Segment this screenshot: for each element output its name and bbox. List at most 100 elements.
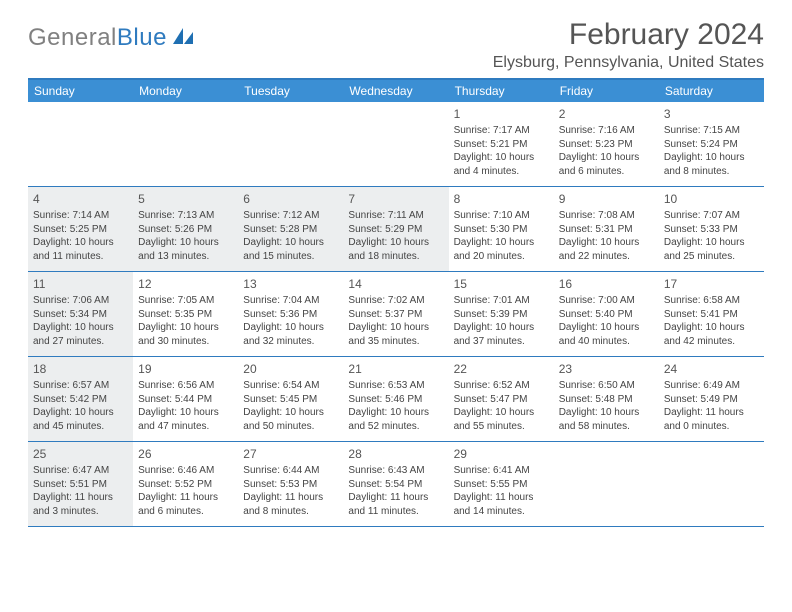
dow-header: Thursday	[449, 80, 554, 102]
day-cell: 2Sunrise: 7:16 AMSunset: 5:23 PMDaylight…	[554, 102, 659, 186]
sunrise-text: Sunrise: 6:54 AM	[243, 379, 338, 393]
sunset-text: Sunset: 5:45 PM	[243, 393, 338, 407]
sunset-text: Sunset: 5:30 PM	[454, 223, 549, 237]
day-cell: 11Sunrise: 7:06 AMSunset: 5:34 PMDayligh…	[28, 272, 133, 356]
day-number: 13	[243, 276, 338, 292]
day-number: 18	[33, 361, 128, 377]
sunrise-text: Sunrise: 7:17 AM	[454, 124, 549, 138]
daylight-text: Daylight: 10 hours and 18 minutes.	[348, 236, 443, 263]
sunrise-text: Sunrise: 6:52 AM	[454, 379, 549, 393]
day-number: 3	[664, 106, 759, 122]
daylight-text: Daylight: 10 hours and 55 minutes.	[454, 406, 549, 433]
sunrise-text: Sunrise: 6:53 AM	[348, 379, 443, 393]
day-cell: 13Sunrise: 7:04 AMSunset: 5:36 PMDayligh…	[238, 272, 343, 356]
daylight-text: Daylight: 11 hours and 6 minutes.	[138, 491, 233, 518]
week-row: 11Sunrise: 7:06 AMSunset: 5:34 PMDayligh…	[28, 272, 764, 357]
week-row: 25Sunrise: 6:47 AMSunset: 5:51 PMDayligh…	[28, 442, 764, 527]
logo-sail-icon	[171, 26, 195, 51]
day-number: 27	[243, 446, 338, 462]
sunrise-text: Sunrise: 7:02 AM	[348, 294, 443, 308]
week-row: 1Sunrise: 7:17 AMSunset: 5:21 PMDaylight…	[28, 102, 764, 187]
day-number: 9	[559, 191, 654, 207]
daylight-text: Daylight: 11 hours and 3 minutes.	[33, 491, 128, 518]
sunset-text: Sunset: 5:40 PM	[559, 308, 654, 322]
sunset-text: Sunset: 5:46 PM	[348, 393, 443, 407]
day-number: 15	[454, 276, 549, 292]
day-number: 28	[348, 446, 443, 462]
daylight-text: Daylight: 10 hours and 11 minutes.	[33, 236, 128, 263]
day-number: 22	[454, 361, 549, 377]
sunset-text: Sunset: 5:44 PM	[138, 393, 233, 407]
day-cell: 14Sunrise: 7:02 AMSunset: 5:37 PMDayligh…	[343, 272, 448, 356]
daylight-text: Daylight: 10 hours and 40 minutes.	[559, 321, 654, 348]
daylight-text: Daylight: 10 hours and 15 minutes.	[243, 236, 338, 263]
day-number: 1	[454, 106, 549, 122]
day-cell: 1 Sunrise: 7:17 AMSunset: 5:21 PMDaylight…	[449, 102, 554, 186]
day-number: 21	[348, 361, 443, 377]
sunrise-text: Sunrise: 7:14 AM	[33, 209, 128, 223]
sunset-text: Sunset: 5:35 PM	[138, 308, 233, 322]
day-cell: 7Sunrise: 7:11 AMSunset: 5:29 PMDaylight…	[343, 187, 448, 271]
day-cell: 15 Sunrise: 7:01 AMSunset: 5:39 PMDayligh…	[449, 272, 554, 356]
sunset-text: Sunset: 5:39 PM	[454, 308, 549, 322]
sunset-text: Sunset: 5:37 PM	[348, 308, 443, 322]
week-row: 4Sunrise: 7:14 AMSunset: 5:25 PMDaylight…	[28, 187, 764, 272]
day-number: 26	[138, 446, 233, 462]
day-number: 24	[664, 361, 759, 377]
sunrise-text: Sunrise: 7:11 AM	[348, 209, 443, 223]
logo-text-gray: General	[28, 24, 117, 51]
dow-header: Saturday	[659, 80, 764, 102]
day-cell: 10Sunrise: 7:07 AMSunset: 5:33 PMDayligh…	[659, 187, 764, 271]
daylight-text: Daylight: 10 hours and 45 minutes.	[33, 406, 128, 433]
sunrise-text: Sunrise: 7:00 AM	[559, 294, 654, 308]
daylight-text: Daylight: 10 hours and 8 minutes.	[664, 151, 759, 178]
daylight-text: Daylight: 11 hours and 8 minutes.	[243, 491, 338, 518]
day-number: 19	[138, 361, 233, 377]
day-cell: 19Sunrise: 6:56 AMSunset: 5:44 PMDayligh…	[133, 357, 238, 441]
sunrise-text: Sunrise: 7:06 AM	[33, 294, 128, 308]
sunset-text: Sunset: 5:21 PM	[454, 138, 549, 152]
day-cell: 18Sunrise: 6:57 AMSunset: 5:42 PMDayligh…	[28, 357, 133, 441]
month-title: February 2024	[493, 18, 764, 52]
sunset-text: Sunset: 5:24 PM	[664, 138, 759, 152]
dow-header: Sunday	[28, 80, 133, 102]
day-cell: 12Sunrise: 7:05 AMSunset: 5:35 PMDayligh…	[133, 272, 238, 356]
day-cell-empty	[28, 102, 133, 186]
sunrise-text: Sunrise: 6:41 AM	[454, 464, 549, 478]
header: GeneralBlue February 2024 Elysburg, Penn…	[28, 18, 764, 72]
day-cell: 6Sunrise: 7:12 AMSunset: 5:28 PMDaylight…	[238, 187, 343, 271]
sunrise-text: Sunrise: 7:01 AM	[454, 294, 549, 308]
daylight-text: Daylight: 10 hours and 58 minutes.	[559, 406, 654, 433]
day-cell: 21Sunrise: 6:53 AMSunset: 5:46 PMDayligh…	[343, 357, 448, 441]
day-cell: 3 Sunrise: 7:15 AMSunset: 5:24 PMDaylight…	[659, 102, 764, 186]
day-number: 20	[243, 361, 338, 377]
daylight-text: Daylight: 10 hours and 37 minutes.	[454, 321, 549, 348]
sunrise-text: Sunrise: 7:15 AM	[664, 124, 759, 138]
day-cell: 26Sunrise: 6:46 AMSunset: 5:52 PMDayligh…	[133, 442, 238, 526]
day-number: 2	[559, 106, 654, 122]
day-cell: 17Sunrise: 6:58 AMSunset: 5:41 PMDayligh…	[659, 272, 764, 356]
daylight-text: Daylight: 10 hours and 13 minutes.	[138, 236, 233, 263]
sunset-text: Sunset: 5:28 PM	[243, 223, 338, 237]
daylight-text: Daylight: 10 hours and 6 minutes.	[559, 151, 654, 178]
daylight-text: Daylight: 10 hours and 25 minutes.	[664, 236, 759, 263]
day-number: 14	[348, 276, 443, 292]
day-cell: 25Sunrise: 6:47 AMSunset: 5:51 PMDayligh…	[28, 442, 133, 526]
day-cell: 29Sunrise: 6:41 AMSunset: 5:55 PMDayligh…	[449, 442, 554, 526]
sunrise-text: Sunrise: 6:43 AM	[348, 464, 443, 478]
sunset-text: Sunset: 5:49 PM	[664, 393, 759, 407]
sunrise-text: Sunrise: 7:13 AM	[138, 209, 233, 223]
daylight-text: Daylight: 11 hours and 11 minutes.	[348, 491, 443, 518]
sunset-text: Sunset: 5:54 PM	[348, 478, 443, 492]
day-number: 29	[454, 446, 549, 462]
daylight-text: Daylight: 10 hours and 4 minutes.	[454, 151, 549, 178]
sunrise-text: Sunrise: 7:05 AM	[138, 294, 233, 308]
day-cell: 27Sunrise: 6:44 AMSunset: 5:53 PMDayligh…	[238, 442, 343, 526]
sunrise-text: Sunrise: 6:49 AM	[664, 379, 759, 393]
day-cell: 8Sunrise: 7:10 AMSunset: 5:30 PMDaylight…	[449, 187, 554, 271]
day-number: 16	[559, 276, 654, 292]
day-cell-empty	[343, 102, 448, 186]
daylight-text: Daylight: 10 hours and 22 minutes.	[559, 236, 654, 263]
sunrise-text: Sunrise: 6:58 AM	[664, 294, 759, 308]
sunset-text: Sunset: 5:51 PM	[33, 478, 128, 492]
